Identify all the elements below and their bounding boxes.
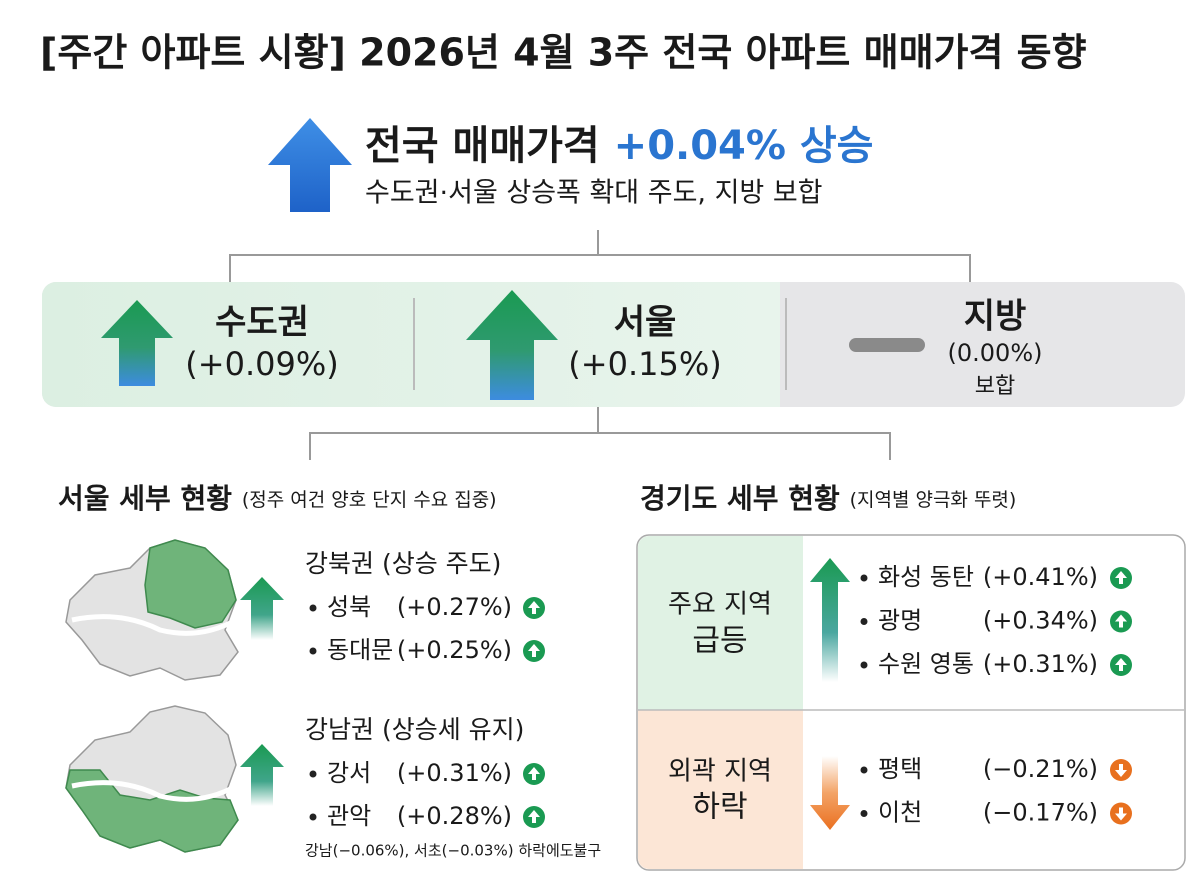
item-name: 강서 xyxy=(327,759,371,787)
up-arrow xyxy=(268,118,352,212)
bullet xyxy=(309,604,317,612)
connector xyxy=(309,407,891,460)
item-change: (+0.31%) xyxy=(983,650,1098,678)
item-change: (−0.17%) xyxy=(983,799,1098,827)
region-name: 지방 xyxy=(964,297,1027,337)
item-name: 관악 xyxy=(327,802,371,830)
item-name: 동대문 xyxy=(327,636,393,664)
seoul-map xyxy=(65,539,239,681)
item-change: (+0.27%) xyxy=(397,593,512,621)
region-name: 서울 xyxy=(614,303,677,343)
bullet xyxy=(309,770,317,778)
item-name: 성북 xyxy=(327,593,371,621)
up-icon xyxy=(523,597,545,619)
section-title: 서울 세부 현황 (정주 여건 양호 단지 수요 집중) xyxy=(58,482,497,515)
title: [주간 아파트 시황] 2026년 4월 3주 전국 아파트 매매가격 동향 xyxy=(40,31,1087,75)
down-arrow xyxy=(810,756,850,830)
seoul-note: 강남(−0.06%), 서초(−0.03%) 하락에도불구 xyxy=(305,842,601,860)
bullet xyxy=(860,661,868,669)
icon-arrow xyxy=(1115,807,1127,821)
connector xyxy=(229,230,971,282)
item-name: 수원 영통 xyxy=(878,650,974,678)
region-note: 보합 xyxy=(975,374,1015,399)
item-name: 광명 xyxy=(878,607,922,635)
up-icon xyxy=(1110,567,1132,589)
bullet xyxy=(860,766,868,774)
icon-arrow xyxy=(1115,764,1127,777)
seoul-lists: 강북권 (상승 주도) 성북 (+0.27%)동대문 (+0.25%) 강남권 (상승세… xyxy=(305,549,545,830)
icon-arrow xyxy=(528,767,540,780)
item-change: (+0.31%) xyxy=(397,759,512,787)
up-icon xyxy=(1110,654,1132,676)
up-arrow xyxy=(240,577,284,640)
down-icon xyxy=(1110,802,1132,825)
item-change: (+0.28%) xyxy=(397,802,512,830)
region-change: (+0.15%) xyxy=(568,345,721,383)
bullet xyxy=(309,813,317,821)
cell-bg xyxy=(638,710,803,869)
item-change: (−0.21%) xyxy=(983,755,1098,783)
icon-arrow xyxy=(528,810,540,823)
up-icon xyxy=(523,806,545,828)
group-status: 하락 xyxy=(692,790,747,825)
national-summary: 전국 매매가격 +0.04% 상승 xyxy=(365,123,873,169)
group-name: 강북권 (상승 주도) xyxy=(305,549,501,578)
section-title: 경기도 세부 현황 (지역별 양극화 뚜렷) xyxy=(640,482,1016,515)
item-name: 이천 xyxy=(878,799,922,827)
item-change: (+0.41%) xyxy=(983,563,1098,591)
item-name: 화성 동탄 xyxy=(878,563,974,591)
region-name: 수도권 xyxy=(215,303,309,343)
bullet xyxy=(860,574,868,582)
national-subtitle: 수도권·서울 상승폭 확대 주도, 지방 보합 xyxy=(365,178,823,209)
group-status: 급등 xyxy=(692,624,747,659)
up-arrow xyxy=(101,300,173,386)
cell-bg xyxy=(638,536,803,710)
group-name: 강남권 (상승세 유지) xyxy=(305,715,524,744)
seoul-map xyxy=(65,705,239,853)
up-arrow xyxy=(466,290,558,400)
icon-arrow xyxy=(1115,571,1127,584)
item-change: (+0.34%) xyxy=(983,607,1098,635)
up-arrow xyxy=(240,744,284,806)
up-arrow xyxy=(810,558,850,682)
gyeonggi-lists: 화성 동탄 (+0.41%) 광명 (+0.34%) 수원 영통 (+0.31%) 평택 (−… xyxy=(860,563,1132,827)
icon-arrow xyxy=(528,644,540,657)
region-change: (+0.09%) xyxy=(185,345,338,383)
region-panel-green xyxy=(42,282,780,407)
item-name: 평택 xyxy=(878,755,922,783)
up-icon xyxy=(523,640,545,662)
up-icon xyxy=(523,763,545,785)
flat-bar xyxy=(849,338,925,352)
group-label: 주요 지역 xyxy=(668,590,772,620)
icon-arrow xyxy=(1115,614,1127,628)
group-label: 외곽 지역 xyxy=(668,757,772,787)
icon-arrow xyxy=(528,601,540,614)
bullet xyxy=(309,647,317,655)
up-icon xyxy=(1110,610,1132,633)
down-icon xyxy=(1110,759,1132,781)
icon-arrow xyxy=(1115,658,1127,671)
bullet xyxy=(860,810,868,817)
item-change: (+0.25%) xyxy=(397,636,512,664)
region-change: (0.00%) xyxy=(948,339,1043,367)
bullet xyxy=(860,618,868,625)
